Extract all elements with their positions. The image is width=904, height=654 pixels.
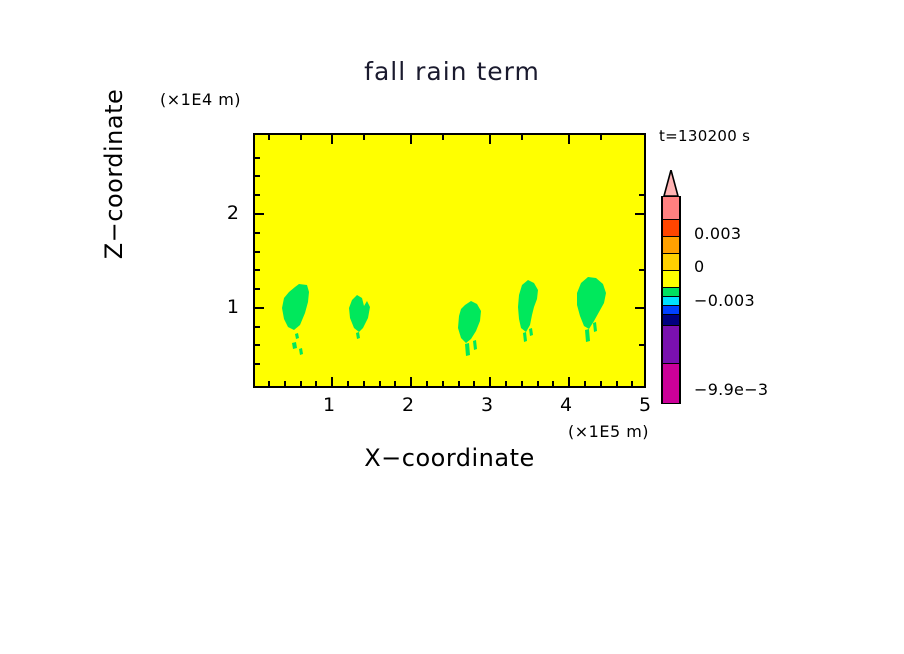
x-tick-minor (458, 381, 460, 386)
x-tick-minor (537, 381, 539, 386)
x-tick-minor-top (363, 135, 365, 140)
y-tick-minor-right (639, 344, 644, 346)
y-tick-major (255, 213, 264, 215)
time-annotation: t=130200 s (659, 127, 751, 145)
x-tick-label: 3 (480, 394, 494, 416)
y-tick-minor-right (639, 194, 644, 196)
x-tick-minor-top (268, 135, 270, 140)
y-tick-minor-right (639, 269, 644, 271)
x-tick-minor (300, 381, 302, 386)
y-tick-minor (255, 288, 260, 290)
y-axis-units: (×1E4 m) (160, 90, 242, 109)
contour-field (282, 277, 606, 356)
y-tick-minor (255, 251, 260, 253)
rain-cell-4 (518, 280, 538, 342)
x-tick-minor (600, 381, 602, 386)
x-tick-minor (363, 381, 365, 386)
y-axis-title: Z−coordinate (100, 88, 128, 260)
x-tick-minor (473, 381, 475, 386)
x-tick-label: 2 (401, 394, 415, 416)
x-tick-minor (284, 381, 286, 386)
x-tick-minor-top (442, 135, 444, 140)
x-tick-minor (426, 381, 428, 386)
colorbar-band (661, 296, 681, 305)
x-tick-label: 4 (559, 394, 573, 416)
colorbar-label: 0.003 (694, 224, 742, 243)
y-tick-minor (255, 344, 260, 346)
x-tick-minor (552, 381, 554, 386)
y-tick-minor (255, 326, 260, 328)
x-tick-minor (505, 381, 507, 386)
x-axis-units: (×1E5 m) (568, 422, 650, 441)
rain-cell-5 (577, 277, 606, 342)
colorbar-extend-top-icon (662, 170, 680, 197)
colorbar (661, 170, 681, 404)
colorbar-band (661, 314, 681, 325)
x-tick-major (489, 377, 491, 386)
colorbar-label: −9.9e−3 (694, 380, 769, 399)
x-tick-major-top (410, 135, 412, 144)
x-tick-minor (521, 381, 523, 386)
x-tick-minor (616, 381, 618, 386)
colorbar-band (661, 270, 681, 287)
x-tick-minor (379, 381, 381, 386)
x-tick-major-top (331, 135, 333, 144)
colorbar-band (661, 305, 681, 314)
x-tick-minor-top (600, 135, 602, 140)
colorbar-label: 0 (694, 257, 705, 276)
x-tick-minor-top (300, 135, 302, 140)
rain-cell-1 (282, 284, 309, 355)
colorbar-band (661, 219, 681, 236)
y-tick-minor (255, 232, 260, 234)
x-tick-major (410, 377, 412, 386)
x-tick-minor (584, 381, 586, 386)
colorbar-band (661, 325, 681, 363)
x-tick-major (331, 377, 333, 386)
x-tick-label: 1 (322, 394, 336, 416)
x-tick-label: 5 (638, 394, 652, 416)
y-tick-minor (255, 269, 260, 271)
colorbar-band (661, 196, 681, 219)
y-tick-major-right (635, 307, 644, 309)
x-tick-major-top (489, 135, 491, 144)
y-tick-minor (255, 157, 260, 159)
x-tick-major (568, 377, 570, 386)
x-tick-minor (394, 381, 396, 386)
colorbar-label: −0.003 (694, 291, 756, 310)
y-tick-label: 2 (226, 202, 239, 224)
rain-cell-2 (349, 295, 370, 339)
colorbar-band (661, 236, 681, 253)
x-tick-minor (347, 381, 349, 386)
y-tick-label: 1 (226, 296, 239, 318)
y-tick-minor (255, 175, 260, 177)
x-tick-minor (442, 381, 444, 386)
y-tick-minor (255, 363, 260, 365)
x-tick-minor (315, 381, 317, 386)
y-tick-minor (255, 194, 260, 196)
x-tick-major-top (568, 135, 570, 144)
rain-cell-3 (458, 301, 481, 356)
y-tick-major (255, 307, 264, 309)
colorbar-band (661, 287, 681, 296)
x-tick-minor-top (521, 135, 523, 140)
x-axis-title: X−coordinate (364, 444, 535, 472)
colorbar-band (661, 253, 681, 270)
colorbar-band (661, 363, 681, 404)
y-tick-major-right (635, 213, 644, 215)
plot-area (253, 133, 646, 388)
x-tick-minor (268, 381, 270, 386)
x-tick-minor (631, 381, 633, 386)
page-title: fall rain term (364, 57, 540, 86)
